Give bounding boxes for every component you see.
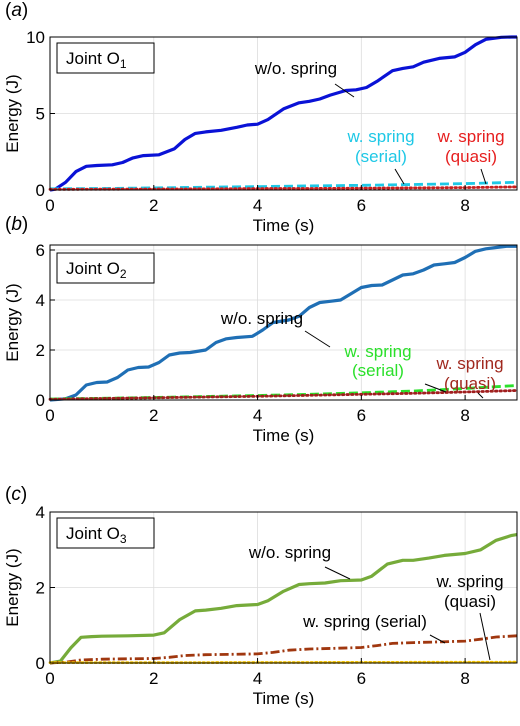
- y-tick-label: 4: [36, 503, 45, 522]
- x-tick-label: 6: [357, 669, 366, 688]
- y-axis-label: Energy (J): [3, 283, 22, 361]
- y-tick-label: 6: [36, 241, 45, 260]
- x-tick-label: 4: [253, 406, 262, 425]
- annotation-text: w. spring: [346, 127, 414, 146]
- annotation-text: w. spring: [435, 354, 503, 373]
- x-tick-label: 0: [45, 669, 54, 688]
- y-tick-label: 2: [36, 579, 45, 598]
- y-tick-label: 0: [36, 654, 45, 673]
- x-tick-label: 2: [149, 196, 158, 215]
- annotation-text: w. spring (serial): [302, 612, 427, 631]
- x-tick-label: 8: [460, 406, 469, 425]
- annotation-quasi: w. spring(quasi): [435, 354, 503, 398]
- annotation-text: w/o. spring: [248, 543, 331, 562]
- x-axis-label: Time (s): [253, 426, 315, 445]
- y-tick-label: 4: [36, 291, 45, 310]
- annotation-text: w. spring: [436, 127, 504, 146]
- y-tick-label: 0: [36, 181, 45, 200]
- panel-2: 0 2 4 6 8 0 2 4 6 Time (s) Energy (J) (b) Joint O2 w/…: [3, 214, 517, 445]
- x-tick-label: 2: [149, 669, 158, 688]
- annotation-text: w/o. spring: [254, 59, 337, 78]
- x-tick-label: 0: [45, 196, 54, 215]
- annotation-text: (quasi): [444, 374, 496, 393]
- annotation-text: w. spring: [343, 342, 411, 361]
- annotation-text: (serial): [352, 361, 404, 380]
- y-axis-label: Energy (J): [3, 74, 22, 152]
- panel-letter: (a): [5, 0, 28, 21]
- annotation-text: w. spring: [435, 572, 503, 591]
- annotation-text: (quasi): [444, 592, 496, 611]
- x-tick-label: 4: [253, 669, 262, 688]
- x-tick-label: 6: [357, 196, 366, 215]
- y-tick-label: 5: [36, 105, 45, 124]
- x-axis-label: Time (s): [253, 689, 315, 708]
- x-tick-label: 4: [253, 196, 262, 215]
- panel-letter: (c): [5, 484, 27, 505]
- joint-label: Joint O2: [66, 259, 127, 281]
- x-tick-label: 8: [460, 669, 469, 688]
- x-axis-label: Time (s): [253, 216, 315, 235]
- joint-label: Joint O3: [66, 524, 127, 546]
- y-tick-label: 2: [36, 341, 45, 360]
- x-tick-label: 8: [460, 196, 469, 215]
- annotation-text: (quasi): [445, 147, 497, 166]
- x-tick-label: 6: [357, 406, 366, 425]
- x-tick-label: 0: [45, 406, 54, 425]
- joint-label: Joint O1: [66, 49, 127, 71]
- annotation-text: (serial): [355, 147, 407, 166]
- annotation-text: w/o. spring: [220, 309, 303, 328]
- panel-letter: (b): [5, 214, 28, 235]
- y-axis-label: Energy (J): [3, 548, 22, 626]
- y-tick-label: 0: [36, 391, 45, 410]
- x-tick-label: 2: [149, 406, 158, 425]
- y-tick-label: 10: [26, 28, 45, 47]
- panel-1: 0 2 4 6 8 0 5 10 Time (s) Energy (J) (a) Joint O1 w/…: [3, 0, 517, 235]
